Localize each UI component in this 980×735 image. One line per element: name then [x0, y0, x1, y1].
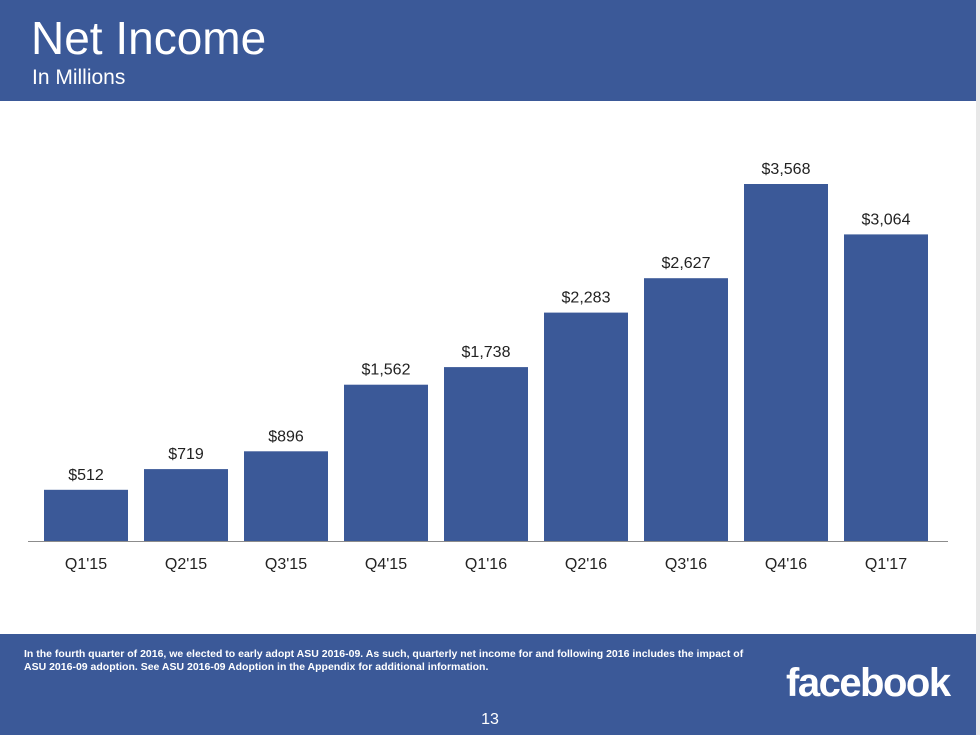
bar-7 [744, 184, 828, 541]
bar-4 [444, 367, 528, 541]
footnote-text: In the fourth quarter of 2016, we electe… [24, 648, 744, 673]
bar-3 [344, 384, 428, 541]
bar-1 [144, 469, 228, 541]
data-label-8: $3,064 [862, 211, 911, 228]
bar-0 [44, 489, 128, 541]
x-tick-label-8: Q1'17 [865, 556, 907, 573]
x-tick-label-6: Q3'16 [665, 556, 707, 573]
data-label-6: $2,627 [662, 255, 711, 272]
data-label-4: $1,738 [462, 344, 511, 361]
data-label-0: $512 [68, 467, 104, 484]
slide-header: Net Income In Millions [0, 0, 976, 101]
x-tick-label-5: Q2'16 [565, 556, 607, 573]
page-number: 13 [481, 711, 499, 728]
x-tick-label-0: Q1'15 [65, 556, 107, 573]
x-tick-label-1: Q2'15 [165, 556, 207, 573]
facebook-logo: facebook [786, 661, 951, 705]
x-tick-label-2: Q3'15 [265, 556, 307, 573]
data-label-7: $3,568 [762, 161, 811, 178]
net-income-bar-chart: $512 Q1'15 $719 Q2'15 $896 Q3'15 $1,562 Q4'15 $1… [28, 161, 948, 573]
bar-8 [844, 234, 928, 541]
x-tick-label-3: Q4'15 [365, 556, 407, 573]
x-tick-label-4: Q1'16 [465, 556, 507, 573]
data-label-1: $719 [168, 446, 204, 463]
slide-subtitle: In Millions [32, 66, 126, 89]
data-label-3: $1,562 [362, 362, 411, 379]
data-label-2: $896 [268, 428, 304, 445]
slide-right-border [976, 0, 980, 735]
slide-title: Net Income [31, 12, 267, 64]
bar-5 [544, 312, 628, 541]
bar-2 [244, 451, 328, 541]
x-tick-label-7: Q4'16 [765, 556, 807, 573]
bar-6 [644, 278, 728, 541]
slide-footer: In the fourth quarter of 2016, we electe… [0, 634, 976, 735]
data-label-5: $2,283 [562, 290, 611, 307]
